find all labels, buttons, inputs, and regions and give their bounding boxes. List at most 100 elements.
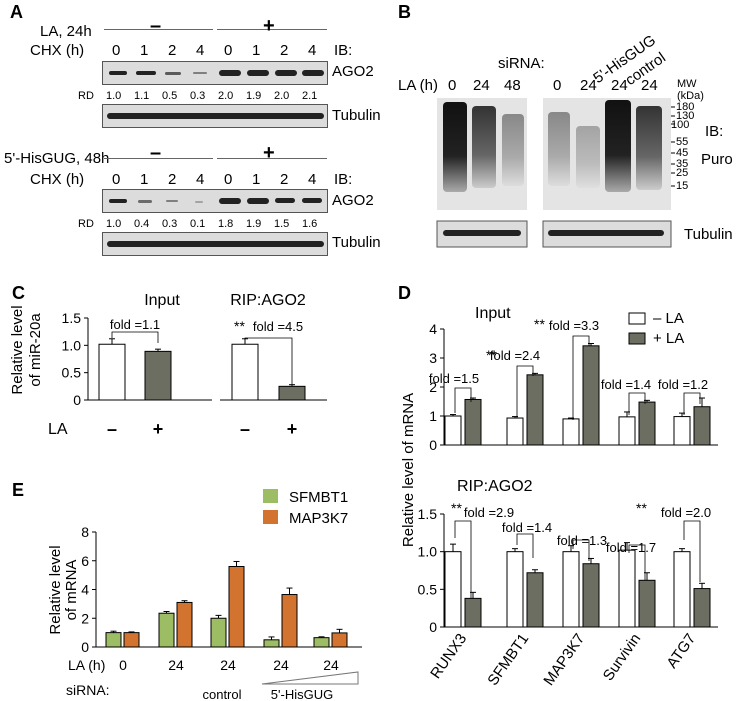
legend-swatch xyxy=(263,489,278,503)
legend-label: MAP3K7 xyxy=(289,510,348,527)
y-tick-label: 1.5 xyxy=(418,506,438,522)
y-tick-label: 1.0 xyxy=(62,337,82,353)
significance-stars: ** xyxy=(486,347,497,363)
chx-label: CHX (h) xyxy=(30,171,85,188)
ib-label: IB: xyxy=(334,42,353,59)
row-mark: – xyxy=(240,419,250,439)
bar xyxy=(638,401,656,446)
sirna-label: siRNA: xyxy=(66,682,110,698)
chx-value: 1 xyxy=(252,42,261,59)
blot-lane xyxy=(548,112,570,186)
rd-value: 1.9 xyxy=(246,90,262,102)
bar xyxy=(526,374,544,446)
mw-value: 55 xyxy=(676,136,689,148)
legend-label: – LA xyxy=(653,310,684,327)
bar xyxy=(693,588,711,628)
chx-value: 1 xyxy=(140,171,149,188)
bar xyxy=(582,345,600,446)
tubulin-label: Tubulin xyxy=(684,226,733,243)
y-axis-label: of miR-20a xyxy=(27,313,44,387)
category-label: MAP3K7 xyxy=(540,631,588,689)
ago2-label: AGO2 xyxy=(332,63,374,80)
chx-value: 1 xyxy=(252,171,261,188)
legend-label: + LA xyxy=(653,330,684,347)
rd-value: 0.3 xyxy=(162,218,178,230)
chx-value: 0 xyxy=(224,42,233,59)
plus-sign: + xyxy=(263,142,275,164)
mw-value: 100 xyxy=(671,119,690,131)
legend-swatch xyxy=(628,312,646,325)
panel-label-e: E xyxy=(12,480,25,500)
group-line-minus xyxy=(104,29,213,30)
subplot-title: Input xyxy=(475,305,511,322)
row-mark: + xyxy=(287,419,298,439)
mw-value: 45 xyxy=(676,147,689,159)
bar xyxy=(582,563,600,628)
panel-label-a: A xyxy=(10,2,23,22)
fold-annotation: fold =1.4 xyxy=(502,520,552,535)
ago2-label: AGO2 xyxy=(332,192,374,209)
chx-value: 1 xyxy=(140,42,149,59)
blot-lane xyxy=(605,100,631,192)
ib-label: IB: xyxy=(705,123,724,140)
chx-value: 0 xyxy=(112,171,121,188)
significance-bracket xyxy=(454,520,472,598)
legend-swatch xyxy=(628,332,646,345)
rd-value: 2.0 xyxy=(218,90,234,102)
mw-value: 130 xyxy=(676,110,695,122)
rd-value: 1.0 xyxy=(106,90,122,102)
mw-value: 15 xyxy=(676,180,689,192)
panel-label-b: B xyxy=(398,2,411,22)
tubulin-blot xyxy=(102,104,328,128)
rd-value: 1.1 xyxy=(134,90,150,102)
ago2-blot xyxy=(102,61,328,85)
rd-value: 1.9 xyxy=(246,218,262,230)
bar xyxy=(144,350,172,401)
significance-stars: ** xyxy=(451,500,462,516)
la-value: 0 xyxy=(448,77,457,94)
bar xyxy=(526,572,544,628)
rd-value: 2.0 xyxy=(274,90,290,102)
bar xyxy=(176,601,193,648)
chx-label: CHX (h) xyxy=(30,42,85,59)
group-title: Input xyxy=(144,292,180,309)
fold-annotation: fold =1.7 xyxy=(606,540,656,555)
category-label: 24 xyxy=(323,657,339,673)
bar xyxy=(444,415,462,446)
mw-ticks xyxy=(671,106,675,187)
y-tick-label: 0.5 xyxy=(418,581,438,597)
blot-lane xyxy=(472,106,496,188)
bar xyxy=(158,612,175,648)
rd-value: 0.1 xyxy=(190,218,206,230)
sirna-group-label: control xyxy=(202,687,241,701)
hisgug-condition-label: 5'-HisGUG, 48h xyxy=(4,150,110,167)
la-value: 24 xyxy=(580,77,597,94)
chx-value: 4 xyxy=(196,171,205,188)
la-value: 24 xyxy=(611,77,628,94)
y-tick-label: 2 xyxy=(81,610,89,626)
category-label: Survivin xyxy=(600,631,645,684)
fold-annotation: fold =2.0 xyxy=(661,505,711,520)
bar xyxy=(693,406,711,446)
bar xyxy=(123,632,140,648)
significance-stars: ** xyxy=(534,316,545,332)
chx-value: 2 xyxy=(280,42,289,59)
y-tick-label: 8 xyxy=(81,524,89,540)
la-value: 24 xyxy=(473,77,490,94)
bar xyxy=(618,549,636,628)
significance-bracket xyxy=(628,544,646,580)
fold-annotation: fold =1.2 xyxy=(658,377,708,392)
fold-annotation: fold =1.4 xyxy=(601,377,651,392)
blot-lane xyxy=(576,126,600,188)
la-value: 48 xyxy=(504,77,521,94)
subplot-title: RIP:AGO2 xyxy=(457,478,533,495)
minus-sign: – xyxy=(150,15,162,37)
significance-bracket xyxy=(628,392,646,415)
y-axis-label: of mRNA xyxy=(63,560,80,621)
x-axis-label: LA (h) xyxy=(68,657,105,673)
y-tick-label: 3 xyxy=(429,350,437,366)
y-tick-label: 0 xyxy=(429,619,437,635)
plus-sign: + xyxy=(263,15,275,37)
group-title: RIP:AGO2 xyxy=(230,292,306,309)
bar xyxy=(673,551,691,628)
